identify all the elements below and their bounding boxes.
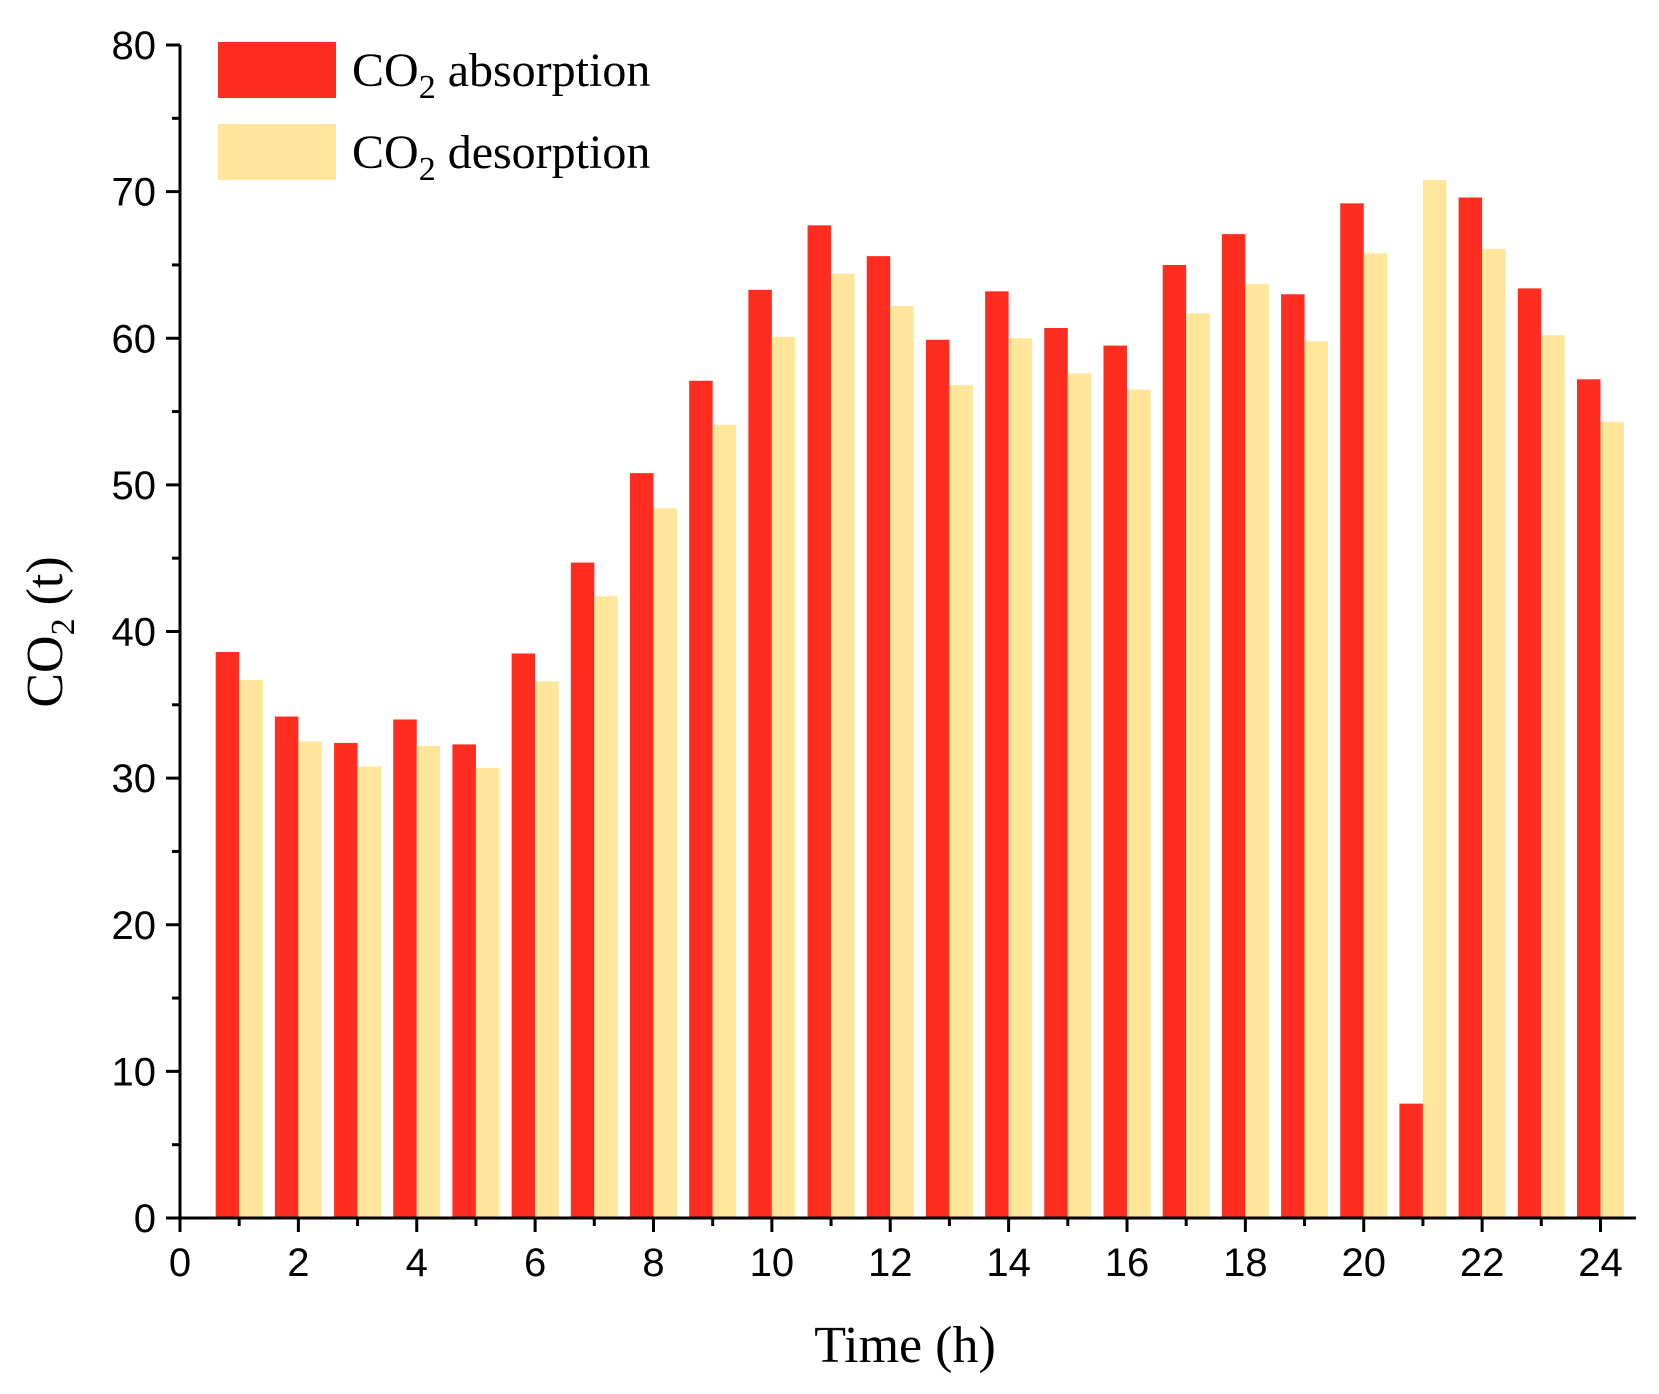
- desorption-bar-4: [416, 745, 441, 1218]
- y-tick-label-0: 0: [134, 1197, 156, 1241]
- desorption-bar-23: [1541, 335, 1565, 1218]
- absorption-bar-21: [1399, 1103, 1423, 1218]
- desorption-bar-15: [1067, 373, 1092, 1218]
- x-tick-label-6: 6: [524, 1241, 546, 1285]
- x-tick-label-0: 0: [169, 1241, 191, 1285]
- absorption-bar-22: [1458, 197, 1483, 1219]
- absorption-bar-15: [1044, 327, 1068, 1218]
- y-axis-title-main: CO: [17, 635, 74, 707]
- desorption-bar-1: [239, 679, 263, 1218]
- absorption-bar-11: [807, 225, 832, 1219]
- absorption-bar-24: [1576, 379, 1601, 1218]
- desorption-bar-22: [1482, 248, 1506, 1218]
- absorption-bar-6: [511, 653, 536, 1218]
- x-axis-title: Time (h): [814, 1317, 996, 1374]
- desorption-bar-2: [298, 741, 322, 1218]
- desorption-bar-13: [949, 385, 973, 1218]
- desorption-bar-3: [357, 766, 382, 1218]
- legend-label-desorption: CO2 desorption: [352, 126, 650, 188]
- y-tick-label-50: 50: [112, 464, 157, 508]
- absorption-bar-16: [1103, 345, 1127, 1219]
- absorption-bar-14: [985, 291, 1009, 1219]
- desorption-bar-12: [890, 305, 914, 1218]
- desorption-bar-8: [653, 508, 677, 1219]
- x-tick-label-2: 2: [287, 1241, 309, 1285]
- x-tick-label-4: 4: [406, 1241, 428, 1285]
- x-tick-label-14: 14: [986, 1241, 1031, 1285]
- absorption-bar-3: [334, 742, 358, 1218]
- absorption-bar-12: [866, 256, 891, 1218]
- bars-group: [215, 179, 1624, 1219]
- x-tick-label-22: 22: [1460, 1241, 1505, 1285]
- absorption-bar-18: [1221, 234, 1246, 1218]
- absorption-bar-7: [570, 562, 595, 1218]
- desorption-bar-11: [831, 273, 855, 1219]
- x-tick-label-12: 12: [868, 1241, 913, 1285]
- y-tick-label-60: 60: [112, 317, 157, 361]
- legend: CO2 absorption CO2 desorption: [218, 42, 650, 188]
- desorption-bar-16: [1126, 389, 1151, 1218]
- x-tick-label-16: 16: [1105, 1241, 1150, 1285]
- absorption-bar-20: [1340, 203, 1364, 1219]
- x-tick-label-24: 24: [1578, 1241, 1623, 1285]
- desorption-bar-7: [594, 596, 618, 1218]
- legend-swatch-absorption: [218, 42, 336, 98]
- desorption-bar-6: [535, 681, 559, 1218]
- y-axis-title: CO2 (t): [17, 556, 82, 707]
- y-tick-label-70: 70: [112, 171, 157, 215]
- absorption-bar-23: [1517, 288, 1542, 1218]
- legend-label-absorption: CO2 absorption: [352, 44, 650, 106]
- absorption-bar-17: [1162, 264, 1187, 1218]
- y-tick-label-80: 80: [112, 24, 157, 68]
- desorption-bar-21: [1422, 179, 1447, 1218]
- desorption-bar-9: [712, 424, 737, 1218]
- absorption-bar-1: [215, 652, 240, 1218]
- x-tick-label-18: 18: [1223, 1241, 1268, 1285]
- desorption-bar-18: [1245, 284, 1269, 1218]
- y-tick-label-30: 30: [112, 757, 157, 801]
- absorption-bar-4: [393, 719, 417, 1218]
- desorption-bar-24: [1600, 421, 1624, 1219]
- y-axis-title-subscript: 2: [45, 618, 82, 635]
- absorption-bar-13: [925, 339, 950, 1219]
- desorption-bar-14: [1008, 338, 1033, 1218]
- desorption-bar-20: [1363, 253, 1388, 1218]
- legend-swatch-desorption: [218, 124, 336, 180]
- desorption-bar-10: [771, 336, 796, 1218]
- y-tick-label-40: 40: [112, 611, 157, 655]
- x-tick-label-10: 10: [750, 1241, 795, 1285]
- y-tick-label-20: 20: [112, 904, 157, 948]
- desorption-bar-17: [1186, 313, 1210, 1218]
- absorption-bar-9: [689, 380, 713, 1218]
- desorption-bar-19: [1304, 341, 1329, 1218]
- absorption-bar-2: [274, 716, 299, 1218]
- absorption-bar-10: [748, 289, 772, 1218]
- x-tick-label-8: 8: [642, 1241, 664, 1285]
- y-axis-title-rest: (t): [17, 556, 74, 618]
- y-tick-labels: 0 10 20 30 40 50 60 70 80: [112, 24, 157, 1241]
- x-tick-labels: 0 2 4 6 8 10 12 14 16 18 20 22 24: [169, 1241, 1623, 1285]
- desorption-bar-5: [475, 767, 500, 1218]
- y-tick-label-10: 10: [112, 1050, 157, 1094]
- absorption-bar-5: [452, 744, 476, 1218]
- x-tick-label-20: 20: [1341, 1241, 1386, 1285]
- absorption-bar-8: [630, 473, 654, 1218]
- axes-group: [166, 43, 1636, 1232]
- absorption-bar-19: [1281, 294, 1305, 1218]
